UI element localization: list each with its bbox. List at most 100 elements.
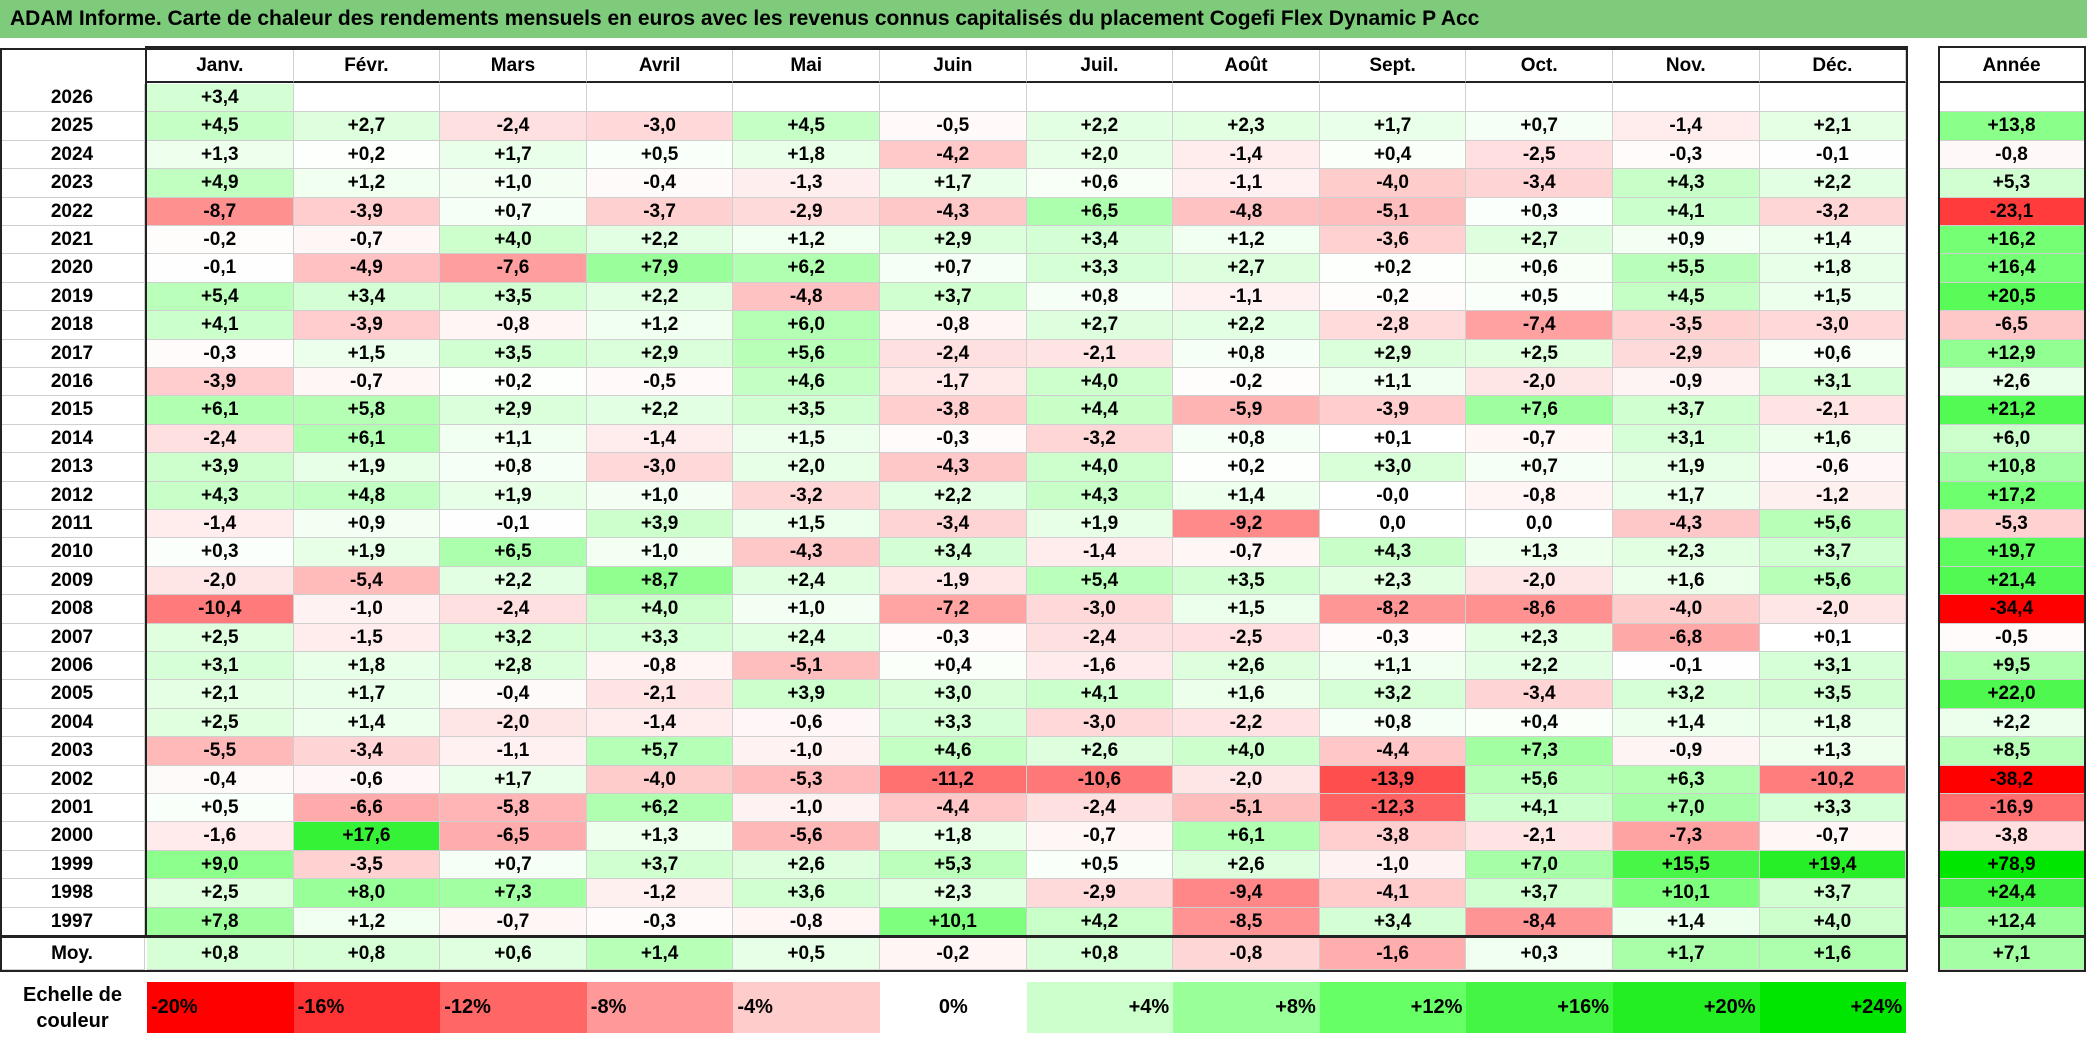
year-label: 2011 bbox=[0, 510, 145, 539]
heatmap-cell: -0,5 bbox=[880, 112, 1027, 141]
heatmap-cell: +2,8 bbox=[440, 652, 587, 681]
heatmap-cell: +4,5 bbox=[147, 112, 294, 141]
annual-header: Année bbox=[1938, 48, 2086, 83]
annual-cell: +19,7 bbox=[1938, 538, 2086, 567]
heatmap-cell: -2,1 bbox=[1759, 396, 1907, 425]
heatmap-cell: +0,7 bbox=[880, 254, 1027, 283]
heatmap-cell: +1,4 bbox=[1613, 708, 1760, 738]
heatmap-cell: -1,0 bbox=[293, 595, 441, 624]
heatmap-cell: -5,1 bbox=[1319, 197, 1467, 226]
heatmap-cell: -3,8 bbox=[880, 396, 1027, 425]
heatmap-cell: -1,4 bbox=[1173, 140, 1320, 170]
heatmap-cell: +2,2 bbox=[880, 481, 1027, 510]
heatmap-cell: +0,7 bbox=[1466, 112, 1613, 141]
heatmap-cell: -3,0 bbox=[586, 112, 734, 141]
year-label: 2015 bbox=[0, 396, 145, 425]
heatmap-cell: +3,2 bbox=[1613, 680, 1760, 709]
annual-cell: -6,5 bbox=[1938, 311, 2086, 340]
annual-cell: +21,4 bbox=[1938, 566, 2086, 596]
heatmap-cell: +2,2 bbox=[586, 396, 734, 425]
annual-cell: +12,9 bbox=[1938, 339, 2086, 368]
heatmap-cell: -6,6 bbox=[293, 794, 441, 823]
heatmap-cell: -0,2 bbox=[1173, 368, 1320, 397]
heatmap-cell: +5,6 bbox=[1466, 765, 1613, 794]
heatmap-cell: -4,8 bbox=[733, 282, 880, 312]
heatmap-cell: +1,9 bbox=[1613, 453, 1760, 482]
heatmap-cell: -2,9 bbox=[1026, 879, 1174, 908]
heatmap-cell: -0,5 bbox=[586, 368, 734, 397]
average-cell: -0,2 bbox=[880, 937, 1027, 970]
heatmap-cell: 0,0 bbox=[1319, 510, 1467, 539]
heatmap-cell: +1,3 bbox=[1759, 737, 1907, 766]
heatmap-cell: +3,5 bbox=[440, 339, 587, 368]
heatmap-cell: +0,8 bbox=[440, 453, 587, 482]
average-label: Moy. bbox=[0, 937, 145, 970]
heatmap-cell: +6,1 bbox=[147, 396, 294, 425]
year-label: 2019 bbox=[0, 282, 145, 312]
heatmap-cell: -2,4 bbox=[880, 339, 1027, 368]
heatmap-cell: +0,9 bbox=[293, 510, 441, 539]
heatmap-cell: +3,1 bbox=[1613, 424, 1760, 454]
heatmap-cell: -2,4 bbox=[440, 112, 587, 141]
heatmap-cell: -0,9 bbox=[1613, 737, 1760, 766]
heatmap-cell: -0,4 bbox=[586, 169, 734, 198]
heatmap-cell: -8,5 bbox=[1173, 907, 1320, 936]
month-header: Août bbox=[1173, 48, 1320, 83]
heatmap-cell: -1,5 bbox=[293, 623, 441, 652]
heatmap-cell: +3,1 bbox=[1759, 368, 1907, 397]
heatmap-cell: -0,3 bbox=[586, 907, 734, 936]
heatmap-cell bbox=[733, 84, 880, 113]
heatmap-cell: +0,7 bbox=[440, 850, 587, 880]
year-label: 1999 bbox=[0, 850, 145, 880]
heatmap-cell: +2,7 bbox=[1173, 254, 1320, 283]
heatmap-cell: +3,4 bbox=[880, 538, 1027, 567]
heatmap-cell: +5,6 bbox=[733, 339, 880, 368]
heatmap-cell: +1,1 bbox=[1319, 368, 1467, 397]
average-cell: +0,8 bbox=[147, 937, 294, 970]
year-label: 2004 bbox=[0, 708, 145, 738]
annual-cell: -0,5 bbox=[1938, 623, 2086, 652]
heatmap-cell: -1,7 bbox=[880, 368, 1027, 397]
heatmap-cell: +0,8 bbox=[1173, 339, 1320, 368]
average-cell: +0,8 bbox=[293, 937, 441, 970]
heatmap-cell bbox=[880, 84, 1027, 113]
heatmap-cell: +10,1 bbox=[880, 907, 1027, 936]
heatmap-cell: +4,3 bbox=[1613, 169, 1760, 198]
heatmap-cell: +5,6 bbox=[1759, 510, 1907, 539]
heatmap-cell: +6,1 bbox=[1173, 822, 1320, 851]
heatmap-cell: -0,7 bbox=[1173, 538, 1320, 567]
heatmap-cell: -2,0 bbox=[1759, 595, 1907, 624]
heatmap-cell: -1,2 bbox=[586, 879, 734, 908]
heatmap-cell: +1,1 bbox=[440, 424, 587, 454]
heatmap-cell: +2,3 bbox=[1466, 623, 1613, 652]
heatmap-cell: +0,1 bbox=[1759, 623, 1907, 652]
heatmap-cell: -5,1 bbox=[1173, 794, 1320, 823]
year-label: 2005 bbox=[0, 680, 145, 709]
heatmap-cell: +2,9 bbox=[440, 396, 587, 425]
average-cell: +0,8 bbox=[1026, 937, 1174, 970]
heatmap-cell: -4,4 bbox=[1319, 737, 1467, 766]
heatmap-cell: -0,3 bbox=[880, 424, 1027, 454]
heatmap-cell: +0,3 bbox=[1466, 197, 1613, 226]
heatmap-cell: +0,4 bbox=[880, 652, 1027, 681]
heatmap-cell: +2,2 bbox=[1759, 169, 1907, 198]
heatmap-cell: +4,3 bbox=[1319, 538, 1467, 567]
heatmap-cell: -2,0 bbox=[1466, 566, 1613, 596]
color-scale-stop: +12% bbox=[1319, 982, 1467, 1033]
heatmap-cell bbox=[1173, 84, 1320, 113]
heatmap-cell: +0,5 bbox=[147, 794, 294, 823]
heatmap-cell: -0,3 bbox=[880, 623, 1027, 652]
annual-cell: -38,2 bbox=[1938, 765, 2086, 794]
heatmap-cell: +0,2 bbox=[293, 140, 441, 170]
heatmap-cell bbox=[1466, 84, 1613, 113]
year-label: 2010 bbox=[0, 538, 145, 567]
heatmap-cell: +10,1 bbox=[1613, 879, 1760, 908]
heatmap-cell: +4,5 bbox=[1613, 282, 1760, 312]
heatmap-cell: -3,4 bbox=[880, 510, 1027, 539]
average-cell: +1,7 bbox=[1613, 937, 1760, 970]
heatmap-cell: +3,0 bbox=[880, 680, 1027, 709]
heatmap-cell: -3,6 bbox=[1319, 226, 1467, 255]
heatmap-cell: +1,5 bbox=[1759, 282, 1907, 312]
heatmap-cell: +1,1 bbox=[1319, 652, 1467, 681]
heatmap-cell: -0,8 bbox=[880, 311, 1027, 340]
